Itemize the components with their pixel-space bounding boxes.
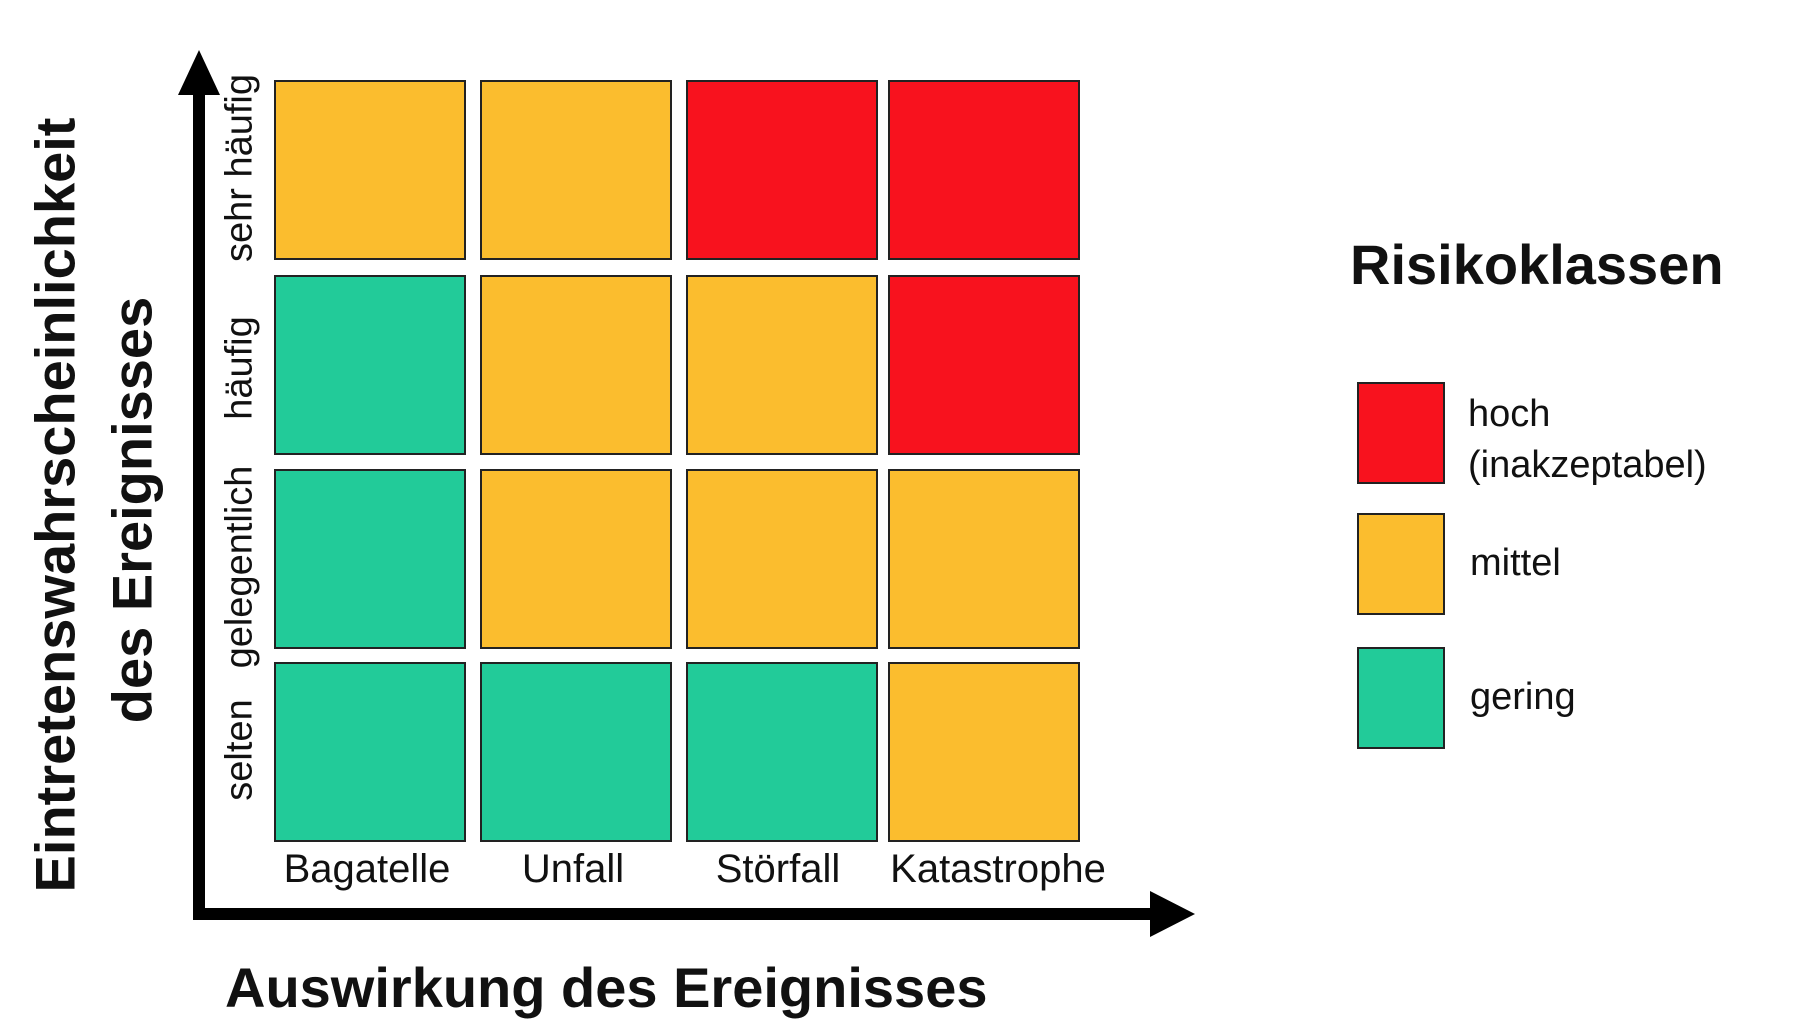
y-tick-gelegentlich: gelegentlich — [218, 465, 261, 669]
legend-title: Risikoklassen — [1350, 233, 1724, 296]
y-axis-title-line1: Eintretenswahrscheinlichkeit — [23, 117, 87, 893]
y-axis-arrowhead — [178, 50, 220, 95]
x-tick-unfall: Unfall — [521, 847, 625, 891]
risk-cell-sehr-haeufig-stoerfall — [686, 80, 878, 260]
x-tick-stoerfall: Störfall — [715, 847, 841, 891]
x-axis-arrowhead — [1150, 891, 1195, 937]
legend-label-mittel: mittel — [1470, 542, 1561, 584]
risk-cell-haeufig-bagatelle — [274, 275, 466, 455]
risk-cell-gelegentlich-bagatelle — [274, 469, 466, 649]
risk-cell-selten-bagatelle — [274, 662, 466, 842]
y-tick-haeufig: häufig — [218, 316, 261, 420]
y-axis-line — [193, 90, 205, 920]
legend-label-hoch: hoch — [1468, 393, 1551, 435]
x-tick-bagatelle: Bagatelle — [283, 847, 451, 891]
risk-cell-sehr-haeufig-unfall — [480, 80, 672, 260]
risk-cell-gelegentlich-unfall — [480, 469, 672, 649]
risk-cell-selten-stoerfall — [686, 662, 878, 842]
risk-cell-gelegentlich-stoerfall — [686, 469, 878, 649]
y-tick-sehr-haeufig: sehr häufig — [218, 73, 261, 263]
legend-label-gering: gering — [1470, 676, 1576, 718]
risk-cell-gelegentlich-katastrophe — [888, 469, 1080, 649]
legend-swatch-gering — [1357, 647, 1445, 749]
legend-label-hoch-sub: (inakzeptabel) — [1468, 444, 1707, 486]
x-tick-katastrophe: Katastrophe — [890, 847, 1106, 891]
risk-cell-selten-unfall — [480, 662, 672, 842]
risk-cell-haeufig-stoerfall — [686, 275, 878, 455]
risk-cell-sehr-haeufig-katastrophe — [888, 80, 1080, 260]
y-axis-title-line2: des Ereignisses — [100, 296, 164, 724]
risk-cell-sehr-haeufig-bagatelle — [274, 80, 466, 260]
risk-cell-haeufig-katastrophe — [888, 275, 1080, 455]
x-axis-line — [193, 908, 1163, 920]
risk-cell-haeufig-unfall — [480, 275, 672, 455]
legend-swatch-mittel — [1357, 513, 1445, 615]
risk-cell-selten-katastrophe — [888, 662, 1080, 842]
y-tick-selten: selten — [218, 699, 261, 801]
legend-swatch-hoch — [1357, 382, 1445, 484]
x-axis-title: Auswirkung des Ereignisses — [225, 956, 988, 1019]
